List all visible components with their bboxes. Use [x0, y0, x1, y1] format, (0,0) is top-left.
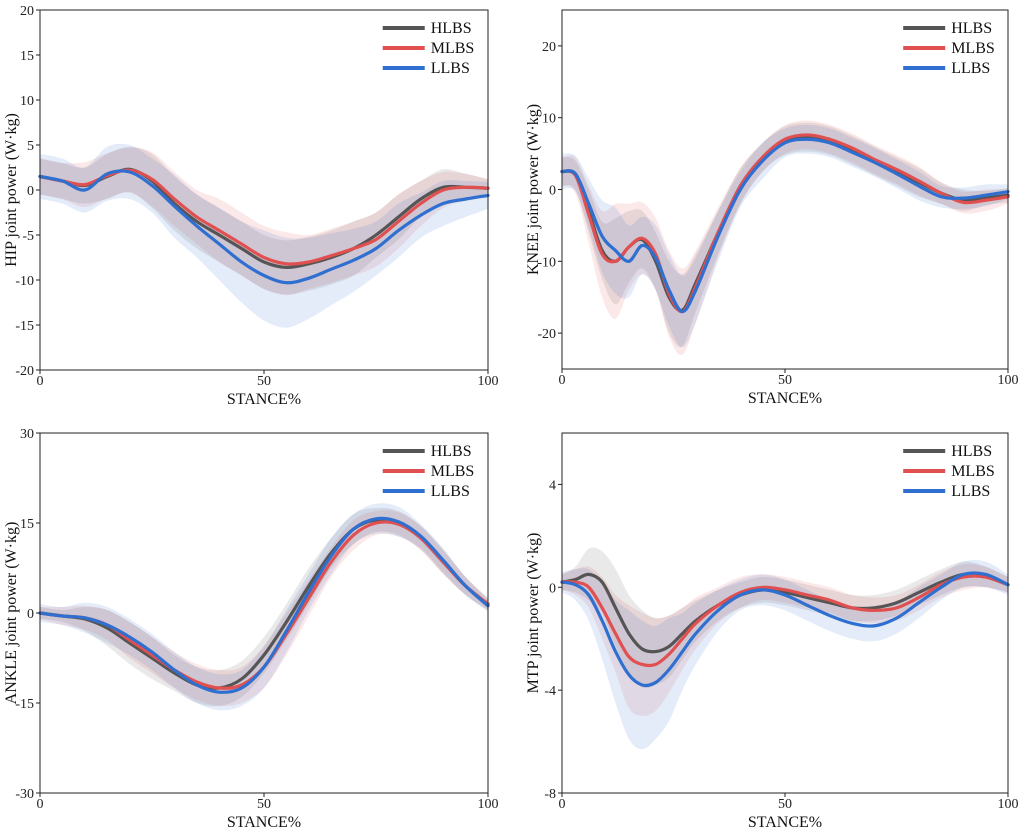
x-tick-label: 50: [778, 373, 792, 388]
x-tick-label: 50: [778, 797, 792, 812]
y-tick-label: 15: [20, 49, 34, 64]
legend-label-llbs: LLBS: [431, 483, 470, 500]
x-tick-label: 100: [998, 797, 1019, 812]
legend-label-llbs: LLBS: [951, 60, 990, 77]
x-axis-title: STANCE%: [748, 814, 822, 831]
chart-panel: 0 50 100 -20 -15 -10 -5 0 5 10 15 20 STANCE% HIP join…: [3, 4, 499, 408]
x-tick-label: 0: [37, 374, 44, 389]
legend-label-mlbs: MLBS: [431, 40, 475, 57]
series-line-llbs: [560, 571, 1010, 688]
y-tick-label: 15: [20, 517, 34, 532]
y-axis-title: HIP joint power (W·kg): [3, 113, 20, 267]
y-tick-label: -10: [15, 274, 34, 289]
x-tick-label: 100: [478, 797, 499, 812]
y-axis-title: MTP joint power (W·kg): [525, 533, 542, 694]
chart-panel: 0 50 100 -8 -4 0 4 STANCE% MTP joint power (W·kg…: [525, 432, 1019, 831]
y-tick-label: -15: [15, 319, 34, 334]
x-tick-label: 50: [257, 797, 271, 812]
y-tick-label: 0: [549, 581, 556, 596]
y-tick-label: 0: [27, 607, 34, 622]
legend-label-llbs: LLBS: [951, 483, 990, 500]
y-axis-title: ANKLE joint power (W·kg): [3, 522, 20, 705]
x-axis-title: STANCE%: [227, 814, 301, 831]
legend-label-llbs: LLBS: [431, 60, 470, 77]
y-tick-label: -20: [537, 327, 556, 342]
y-tick-label: 5: [27, 139, 34, 154]
series-line-llbs: [38, 516, 490, 694]
y-tick-label: 4: [549, 478, 556, 493]
legend-label-hlbs: HLBS: [951, 443, 992, 460]
chart-panel: 0 50 100 -20 -10 0 10 20 STANCE% KNEE joint power…: [525, 9, 1019, 407]
x-tick-label: 0: [559, 797, 566, 812]
y-tick-label: 10: [542, 112, 556, 127]
chart-panel: 0 50 100 -30 -15 0 15 30 STANCE% ANKLE joint powe…: [3, 427, 499, 831]
y-tick-label: -8: [544, 787, 556, 802]
series-line-llbs: [38, 169, 490, 285]
x-tick-label: 0: [37, 797, 44, 812]
x-axis-title: STANCE%: [748, 390, 822, 407]
x-tick-label: 50: [257, 374, 271, 389]
legend-label-hlbs: HLBS: [951, 20, 992, 37]
legend-label-hlbs: HLBS: [431, 20, 472, 37]
series-line-mlbs: [560, 133, 1010, 314]
sd-band-hlbs: [562, 547, 1008, 689]
legend-label-mlbs: MLBS: [951, 463, 995, 480]
y-tick-label: 20: [542, 40, 556, 55]
legend-label-mlbs: MLBS: [951, 40, 995, 57]
sd-band-hlbs: [562, 122, 1008, 347]
sd-band-llbs: [40, 143, 488, 328]
y-tick-label: -30: [15, 787, 34, 802]
y-tick-label: -10: [537, 255, 556, 270]
y-tick-label: -20: [15, 364, 34, 379]
x-axis-title: STANCE%: [227, 391, 301, 408]
series-line-llbs: [560, 137, 1010, 314]
legend-label-mlbs: MLBS: [431, 463, 475, 480]
y-tick-label: -4: [544, 684, 556, 699]
y-tick-label: 30: [20, 427, 34, 442]
y-tick-label: 0: [27, 184, 34, 199]
y-tick-label: 10: [20, 94, 34, 109]
y-axis-title: KNEE joint power (W·kg): [525, 104, 542, 275]
y-tick-label: -5: [22, 229, 34, 244]
legend-label-hlbs: HLBS: [431, 443, 472, 460]
sd-band-llbs: [562, 124, 1008, 348]
series-line-mlbs: [560, 574, 1010, 668]
x-tick-label: 100: [998, 373, 1019, 388]
x-tick-label: 100: [478, 374, 499, 389]
x-tick-label: 0: [559, 373, 566, 388]
y-tick-label: -15: [15, 697, 34, 712]
y-tick-label: 20: [20, 4, 34, 19]
y-tick-label: 0: [549, 184, 556, 199]
